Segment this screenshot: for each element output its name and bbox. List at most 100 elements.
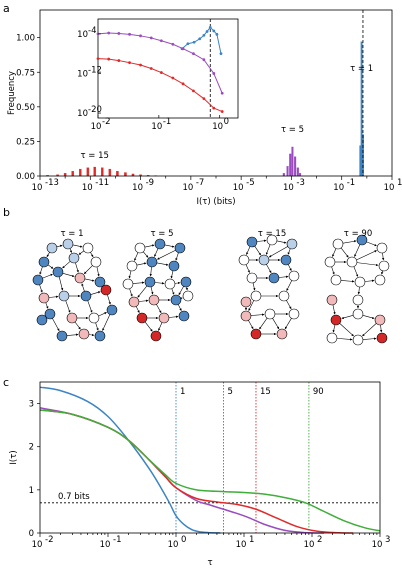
node [264,308,276,320]
node [38,292,50,304]
edge [135,306,140,313]
node [38,256,50,268]
edge [88,333,95,337]
node [352,334,364,346]
inset-point-2-2 [117,59,121,62]
edge [266,264,272,274]
edge [158,322,163,331]
ytick-label: 2 [29,443,34,453]
network-2 [122,238,194,342]
edge [138,299,149,302]
xtick-exp: 1 [249,535,254,545]
node [148,294,160,306]
edge [287,264,292,271]
edge [332,304,336,315]
node [352,308,364,320]
network-1 [32,238,118,342]
y-axis-label: Frequency [7,71,17,115]
xtick-base: 10 [233,183,244,193]
edge [170,270,174,279]
edge [154,282,165,285]
xtick-exp: 0 [181,535,186,545]
series-line-2 [39,409,353,534]
edge [362,315,375,320]
inset-ytick-exp: -4 [88,26,96,36]
edge [286,300,292,310]
inset-point-2-7 [171,76,175,80]
edge [354,244,361,257]
vline-label-0: 1 [180,387,185,397]
series-label-0: τ = 1 [350,64,373,74]
node [276,328,288,340]
edge [128,270,132,279]
edge [340,280,355,283]
network-label-2: τ = 15 [258,229,286,239]
node [154,238,166,250]
edge [90,291,101,295]
inset-point-1-3 [128,32,131,36]
node [122,278,134,290]
ytick-label: 0 [29,529,34,539]
node [52,266,64,278]
edge [331,266,335,275]
node [376,332,388,344]
xtick-exp: -9 [146,178,154,188]
node [62,238,74,250]
xtick-exp: 3 [385,535,390,545]
edge [58,276,64,291]
inset-point-1-9 [192,52,195,56]
edge [45,302,49,309]
bar-1-6 [298,173,302,177]
series-line-3 [39,409,381,532]
edge [95,322,99,331]
node [100,284,112,296]
node [134,242,146,254]
inset-point-2-1 [107,57,111,61]
xtick-exp: -5 [246,178,254,188]
xtick-base: 10 [236,540,247,550]
edge [278,275,289,278]
panel-b-letter: b [3,206,10,219]
node [56,330,68,342]
edge [66,333,79,336]
bar-1-5 [296,167,299,177]
edge [171,288,175,295]
edge [65,300,71,313]
xtick-exp: 2 [317,535,322,545]
x-axis-label: τ [207,558,212,568]
node [170,294,182,306]
node [240,296,252,308]
edge [287,248,291,255]
edge [174,281,181,285]
node [180,276,192,288]
edge [341,315,354,320]
bar-2-7 [101,167,104,177]
node [68,252,80,264]
inset-point-0-3 [198,37,202,41]
edge [129,288,133,297]
node [136,312,148,324]
axes-frame [39,381,381,534]
node [174,242,186,254]
edge [84,278,95,282]
node [58,290,70,302]
inset-xtick-base: 10 [212,122,223,132]
inset-point-1-5 [149,36,153,40]
inset-frame [97,18,239,119]
inset-xtick-base: 10 [91,122,102,132]
edge [96,266,100,277]
network-4 [324,234,390,346]
edge [256,239,267,242]
inset-ytick-exp: -20 [88,105,102,115]
ytick-label: 0.25 [16,137,35,147]
edge [356,250,377,261]
node [346,256,358,268]
inset-point-2-0 [96,57,100,60]
ytick-label: 3 [29,400,34,410]
node [78,328,90,340]
node [330,314,342,326]
edge [48,295,59,298]
edge [379,324,383,333]
hline-label: 0.7 bits [58,492,90,502]
edge [46,252,50,258]
